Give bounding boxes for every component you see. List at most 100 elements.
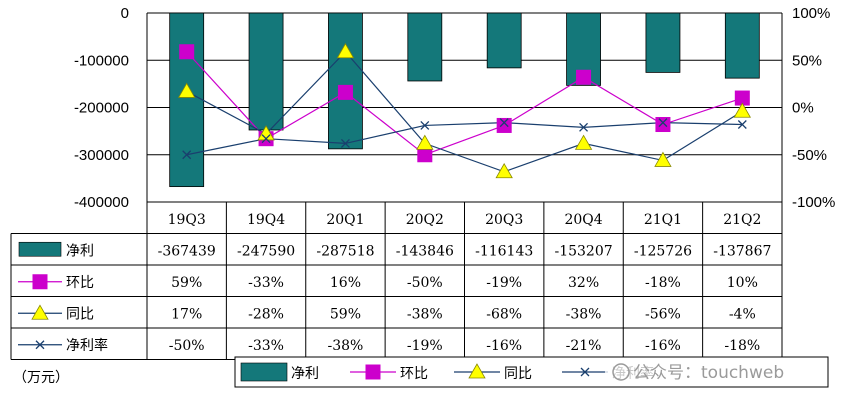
data-label: -68% [486, 306, 522, 322]
marker-x [182, 150, 192, 160]
data-label: -367439 [158, 243, 216, 259]
legend-key-marker [365, 364, 381, 380]
data-label: 59% [171, 275, 202, 291]
right-tick-label: -50% [792, 147, 827, 164]
data-label: -38% [328, 338, 364, 354]
row-key-marker [32, 274, 48, 290]
bar-net-profit [169, 12, 205, 188]
marker-x [737, 120, 747, 129]
right-tick-label: -100% [792, 194, 835, 211]
data-label: -38% [407, 306, 443, 322]
data-label: 10% [727, 275, 758, 291]
data-label: 59% [330, 306, 361, 322]
data-label: -50% [407, 275, 443, 291]
legend-key-marker [580, 367, 590, 377]
bar-net-profit [645, 12, 681, 73]
data-label: -16% [645, 338, 681, 354]
watermark-text: 公众号：touchweb [633, 363, 784, 383]
left-tick-label: -100000 [74, 52, 129, 69]
category-label: 19Q3 [168, 212, 206, 228]
row-key-bar [18, 241, 62, 257]
left-tick-label: 0 [121, 5, 129, 22]
data-label: 32% [568, 275, 599, 291]
data-label: -247590 [237, 243, 295, 259]
category-label: 21Q2 [723, 212, 761, 228]
marker-triangle [257, 125, 275, 141]
legend-key-marker [468, 363, 486, 379]
bar-net-profit [486, 12, 522, 69]
row-label: 同比 [66, 306, 94, 322]
data-label: -56% [645, 306, 681, 322]
unit-label: （万元） [13, 370, 69, 386]
legend-label: 同比 [504, 366, 532, 382]
category-label: 20Q3 [485, 212, 523, 228]
marker-square [655, 117, 671, 133]
row-label: 环比 [66, 275, 94, 291]
data-label: -33% [248, 338, 284, 354]
marker-triangle [416, 134, 434, 150]
data-label: -116143 [475, 243, 533, 259]
data-label: -125726 [634, 243, 692, 259]
data-label: -287518 [316, 243, 374, 259]
bar-net-profit [328, 12, 363, 150]
data-label: -18% [724, 338, 760, 354]
wechat-icon [612, 363, 630, 381]
legend-key-bar [240, 362, 288, 382]
data-label: -16% [486, 338, 522, 354]
marker-triangle [654, 151, 672, 167]
data-label: -28% [248, 306, 284, 322]
data-label: -19% [407, 338, 443, 354]
left-tick-label: -300000 [74, 147, 129, 164]
bar-net-profit [724, 12, 760, 79]
data-label: 17% [171, 306, 202, 322]
data-label: -153207 [554, 243, 612, 259]
data-label: -143846 [396, 243, 454, 259]
bar-net-profit [407, 12, 443, 82]
marker-square [576, 69, 592, 85]
marker-x [579, 122, 589, 132]
marker-x [499, 118, 509, 128]
left-tick-label: -200000 [74, 100, 129, 117]
marker-x [261, 134, 271, 144]
category-label: 19Q4 [247, 212, 285, 228]
data-label: -4% [729, 306, 756, 322]
marker-square [417, 147, 433, 163]
data-label: -18% [645, 275, 681, 291]
data-label: -21% [566, 338, 602, 354]
marker-triangle [495, 162, 513, 179]
data-label: -33% [248, 275, 284, 291]
marker-triangle [336, 42, 355, 59]
marker-triangle [177, 82, 196, 98]
bar-net-profit [248, 12, 284, 131]
right-tick-label: 100% [792, 5, 830, 22]
data-label: -19% [486, 275, 522, 291]
marker-square [337, 84, 353, 100]
right-tick-label: 0% [792, 100, 814, 117]
marker-square [496, 117, 512, 133]
legend-label: 环比 [400, 366, 428, 382]
marker-square [179, 44, 195, 60]
marker-x [340, 138, 350, 148]
row-label: 净利率 [66, 337, 108, 354]
legend-label: 净利 [291, 366, 319, 382]
category-label: 20Q1 [326, 212, 364, 228]
data-label: -50% [169, 338, 205, 354]
line-x [186, 122, 743, 156]
marker-x [658, 118, 668, 128]
row-key-marker [35, 340, 45, 350]
line-triangle [186, 50, 743, 173]
category-label: 20Q2 [406, 212, 444, 228]
category-label: 21Q1 [644, 212, 682, 228]
category-label: 20Q4 [564, 212, 602, 228]
data-label: 16% [330, 275, 361, 291]
data-label: -137867 [713, 243, 771, 259]
line-square [186, 51, 743, 156]
data-label: -38% [566, 306, 602, 322]
right-tick-label: 50% [792, 52, 822, 69]
watermark-bg [605, 359, 825, 385]
marker-triangle [574, 134, 593, 150]
row-key-marker [31, 304, 49, 320]
row-label: 净利 [66, 243, 94, 259]
marker-triangle [733, 102, 752, 118]
